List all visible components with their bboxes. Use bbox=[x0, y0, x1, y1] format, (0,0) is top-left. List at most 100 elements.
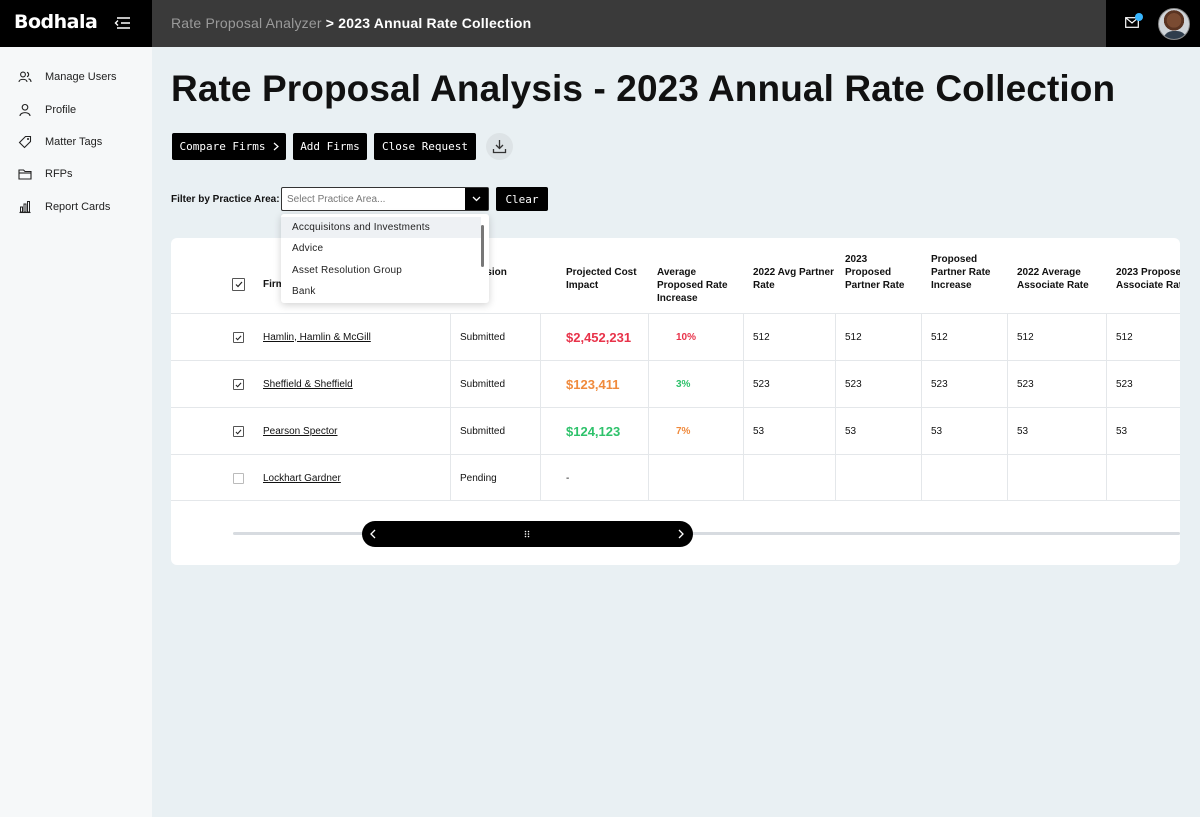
cost-cell: $2,452,231 bbox=[566, 329, 632, 345]
rate-increase-cell: 7% bbox=[676, 425, 691, 437]
rate-increase-cell: 3% bbox=[676, 378, 691, 390]
breadcrumb-parent[interactable]: Rate Proposal Analyzer bbox=[171, 15, 322, 31]
row-checkbox[interactable] bbox=[233, 426, 244, 437]
download-button[interactable] bbox=[486, 133, 513, 160]
rate-cell: 512 bbox=[1017, 331, 1034, 343]
dropdown-option[interactable]: Asset Resolution Group bbox=[292, 265, 403, 276]
logo[interactable]: Bodhala bbox=[14, 11, 98, 33]
select-toggle[interactable] bbox=[465, 188, 488, 210]
breadcrumb-separator: > bbox=[321, 15, 339, 31]
check-icon bbox=[235, 281, 242, 288]
firm-link[interactable]: Hamlin, Hamlin & McGill bbox=[263, 331, 371, 343]
row-checkbox[interactable] bbox=[233, 332, 244, 343]
dropdown-option[interactable]: Advice bbox=[292, 243, 324, 254]
status-cell: Submitted bbox=[460, 331, 506, 343]
rate-cell: 53 bbox=[753, 425, 765, 437]
drag-handle-icon bbox=[524, 530, 530, 538]
header-avg-rate-increase[interactable]: Average Proposed Rate Increase bbox=[657, 267, 728, 304]
header-submission[interactable]: ission bbox=[478, 267, 507, 278]
page-title: Rate Proposal Analysis - 2023 Annual Rat… bbox=[171, 68, 1116, 109]
clear-button[interactable]: Clear bbox=[496, 187, 548, 211]
rate-cell: 512 bbox=[753, 331, 770, 343]
rate-cell: 523 bbox=[753, 378, 770, 390]
add-firms-button[interactable]: Add Firms bbox=[293, 133, 367, 160]
header-projected-cost[interactable]: Projected Cost Impact bbox=[566, 267, 637, 291]
sidebar-item-label: Matter Tags bbox=[45, 136, 103, 148]
users-icon bbox=[18, 71, 32, 83]
practice-area-select[interactable]: Select Practice Area... bbox=[281, 187, 489, 211]
sidebar-item-manage-users[interactable]: Manage Users bbox=[18, 70, 117, 84]
rate-cell: 523 bbox=[845, 378, 862, 390]
table-row: Hamlin, Hamlin & McGill Submitted $2,452… bbox=[171, 313, 1180, 360]
bar-chart-icon bbox=[19, 201, 31, 214]
breadcrumb: Rate Proposal Analyzer > 2023 Annual Rat… bbox=[171, 15, 531, 31]
tag-icon bbox=[18, 135, 32, 149]
rate-cell: 523 bbox=[931, 378, 948, 390]
table-row: Pearson Spector Submitted $124,123 7% 53… bbox=[171, 407, 1180, 454]
rate-cell: 523 bbox=[1116, 378, 1133, 390]
dropdown-option[interactable]: Accquisitons and Investments bbox=[281, 217, 481, 238]
dropdown-option[interactable]: Bank bbox=[292, 286, 316, 297]
rate-cell: 512 bbox=[931, 331, 948, 343]
filter-label: Filter by Practice Area: bbox=[171, 194, 280, 205]
firm-link[interactable]: Sheffield & Sheffield bbox=[263, 378, 353, 390]
download-icon bbox=[492, 140, 507, 154]
breadcrumb-current: 2023 Annual Rate Collection bbox=[338, 15, 532, 31]
practice-area-placeholder: Select Practice Area... bbox=[287, 194, 386, 205]
firm-link[interactable]: Pearson Spector bbox=[263, 425, 338, 437]
horizontal-scroll-track[interactable] bbox=[233, 532, 1180, 535]
check-icon bbox=[235, 335, 242, 340]
sidebar-item-label: Report Cards bbox=[45, 201, 111, 213]
chevron-down-icon bbox=[472, 196, 481, 202]
check-icon bbox=[235, 382, 242, 387]
rate-cell: 53 bbox=[1116, 425, 1128, 437]
header-2023-proposed-partner-rate[interactable]: 2023 Proposed Partner Rate bbox=[845, 254, 905, 291]
status-cell: Submitted bbox=[460, 425, 506, 437]
rate-cell: 53 bbox=[1017, 425, 1029, 437]
sidebar-item-label: Profile bbox=[45, 104, 77, 116]
select-all-checkbox[interactable] bbox=[232, 278, 245, 291]
avatar[interactable] bbox=[1158, 8, 1190, 40]
sidebar-item-label: RFPs bbox=[45, 168, 73, 180]
user-icon bbox=[19, 103, 31, 117]
cost-cell: - bbox=[566, 472, 570, 484]
header-firm[interactable]: Firm bbox=[263, 279, 285, 290]
close-request-button[interactable]: Close Request bbox=[374, 133, 476, 160]
rate-cell: 523 bbox=[1017, 378, 1034, 390]
practice-area-dropdown: Accquisitons and Investments Advice Asse… bbox=[281, 214, 489, 303]
notification-dot bbox=[1135, 13, 1143, 21]
header-2022-avg-associate-rate[interactable]: 2022 Average Associate Rate bbox=[1017, 267, 1089, 291]
chevron-right-icon bbox=[273, 142, 279, 151]
firm-link[interactable]: Lockhart Gardner bbox=[263, 472, 341, 484]
header-2022-avg-partner-rate[interactable]: 2022 Avg Partner Rate bbox=[753, 267, 834, 291]
header-proposed-partner-increase[interactable]: Proposed Partner Rate Increase bbox=[931, 254, 991, 291]
folder-icon bbox=[18, 169, 32, 180]
sidebar-item-profile[interactable]: Profile bbox=[18, 103, 76, 117]
compare-firms-button[interactable]: Compare Firms bbox=[172, 133, 286, 160]
row-checkbox[interactable] bbox=[233, 473, 244, 484]
table-row: Sheffield & Sheffield Submitted $123,411… bbox=[171, 360, 1180, 407]
status-cell: Pending bbox=[460, 472, 497, 484]
cost-cell: $124,123 bbox=[566, 423, 621, 439]
sidebar: Manage Users Profile Matter Tags RFPs Re… bbox=[0, 47, 152, 817]
rate-cell: 53 bbox=[845, 425, 857, 437]
scroll-right-icon[interactable] bbox=[678, 529, 684, 539]
user-area bbox=[1106, 0, 1200, 47]
dropdown-scrollbar[interactable] bbox=[481, 225, 484, 267]
header-2023-proposed-associate-rate[interactable]: 2023 Proposed Associate Rate bbox=[1116, 267, 1180, 291]
horizontal-scroll-thumb[interactable] bbox=[362, 521, 693, 547]
rate-increase-cell: 10% bbox=[676, 331, 697, 343]
sidebar-item-report-cards[interactable]: Report Cards bbox=[18, 200, 110, 214]
row-checkbox[interactable] bbox=[233, 379, 244, 390]
top-bar: Bodhala Rate Proposal Analyzer > 2023 An… bbox=[0, 0, 1200, 47]
status-cell: Submitted bbox=[460, 378, 506, 390]
sidebar-item-matter-tags[interactable]: Matter Tags bbox=[18, 135, 102, 149]
rate-cell: 512 bbox=[1116, 331, 1133, 343]
table-row: Lockhart Gardner Pending - bbox=[171, 454, 1180, 501]
scroll-left-icon[interactable] bbox=[370, 529, 376, 539]
rate-cell: 512 bbox=[845, 331, 862, 343]
collapse-menu-icon[interactable] bbox=[113, 16, 131, 30]
sidebar-item-rfps[interactable]: RFPs bbox=[18, 167, 73, 181]
rate-cell: 53 bbox=[931, 425, 943, 437]
check-icon bbox=[235, 429, 242, 434]
